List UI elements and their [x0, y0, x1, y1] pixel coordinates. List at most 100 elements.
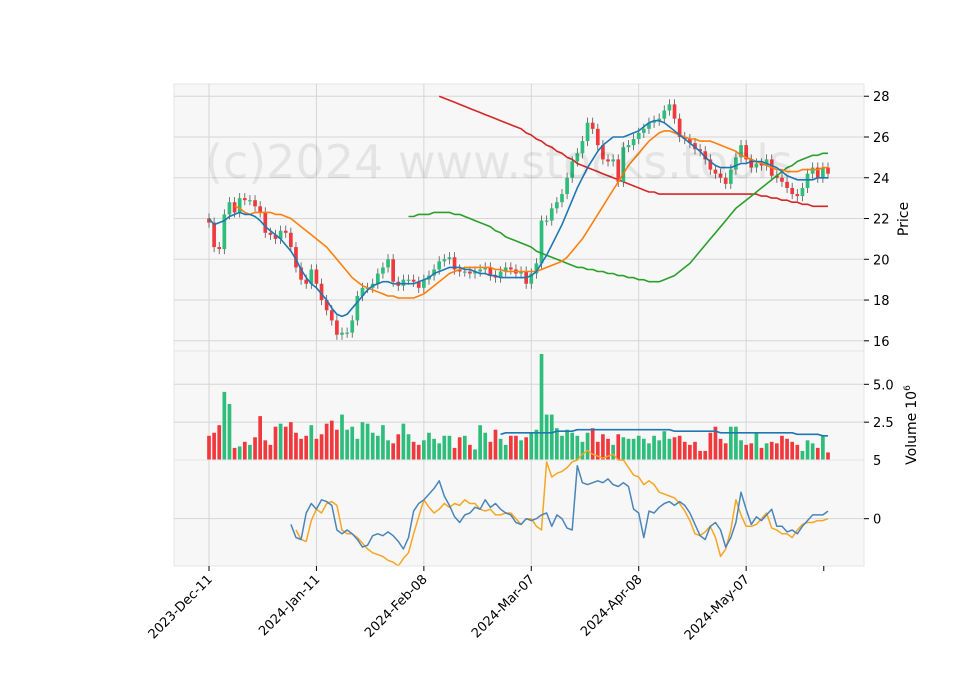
volume-bar-103	[734, 426, 738, 460]
candle-body-95	[693, 143, 697, 150]
candle-body-76	[595, 128, 600, 146]
candle-body-20	[309, 269, 314, 284]
candle-body-74	[585, 122, 590, 142]
volume-bar-44	[432, 438, 436, 460]
candle-body-106	[749, 159, 754, 168]
volume-bar-58	[503, 444, 508, 460]
candle-body-56	[493, 275, 498, 278]
volume-bar-98	[708, 432, 713, 460]
volume-bar-94	[688, 444, 692, 460]
candle-body-64	[534, 263, 539, 274]
candle-body-0	[207, 218, 211, 223]
volume-bar-95	[693, 441, 697, 460]
candle-body-21	[314, 269, 319, 284]
volume-panel-bg	[173, 350, 865, 461]
ma-long-line	[408, 152, 828, 283]
volume-bar-114	[790, 441, 795, 460]
candle-body-12	[268, 232, 273, 235]
candle-body-79	[611, 159, 615, 162]
volume-bar-15	[283, 426, 288, 460]
candle-body-3	[222, 214, 227, 250]
volume-bar-54	[483, 432, 488, 460]
volume-bar-9	[253, 437, 257, 460]
candle-body-41	[416, 281, 421, 288]
volume-bar-120	[821, 435, 825, 460]
candle-body-2	[217, 247, 222, 250]
candle-body-1	[212, 222, 216, 248]
volume-bar-99	[713, 426, 718, 460]
candle-body-119	[815, 167, 820, 178]
volume-bar-8	[248, 444, 252, 460]
candle-body-100	[718, 173, 723, 178]
candle-body-90	[667, 104, 672, 111]
candle-body-5	[232, 202, 237, 213]
volume-bar-7	[242, 441, 247, 460]
volume-bar-6	[237, 446, 242, 460]
volume-bar-59	[508, 435, 513, 460]
candle-body-59	[508, 267, 513, 270]
volume-bar-96	[698, 450, 702, 460]
candle-body-18	[299, 267, 303, 280]
candle-body-92	[677, 118, 682, 137]
candle-body-73	[580, 141, 585, 154]
candle-body-49	[457, 269, 462, 272]
candle-body-78	[606, 159, 610, 162]
volume-bar-41	[416, 444, 421, 460]
candle-body-91	[672, 104, 677, 119]
volume-bar-28	[350, 426, 355, 460]
volume-bar-13	[273, 426, 278, 460]
volume-bar-11	[263, 440, 268, 460]
volume-bar-60	[514, 435, 518, 460]
macd-top-label: 5	[873, 454, 881, 469]
candle-body-48	[452, 257, 457, 270]
ma-200-line	[438, 95, 828, 208]
volume-bar-83	[631, 438, 636, 460]
candle-body-30	[360, 287, 365, 296]
candle-body-87	[652, 120, 656, 123]
candle-body-65	[539, 220, 544, 264]
volume-bar-39	[406, 434, 411, 460]
volume-bar-31	[365, 423, 370, 460]
candle-body-72	[575, 153, 580, 162]
candle-body-44	[432, 269, 436, 276]
volume-bar-45	[437, 443, 442, 460]
volume-bar-1	[212, 432, 216, 460]
volume-tick-1: 5.0	[873, 378, 894, 393]
candle-body-17	[294, 247, 298, 268]
price-panel: 16 18 20 22 24 26 28	[173, 83, 890, 352]
volume-bar-38	[401, 423, 406, 460]
x-tick-label-2: 2024-Feb-08	[362, 572, 431, 641]
volume-bar-36	[391, 443, 396, 460]
volume-bar-16	[289, 422, 293, 460]
candle-body-69	[560, 194, 564, 203]
volume-bar-118	[810, 443, 815, 460]
candle-body-26	[340, 332, 344, 335]
candle-body-38	[401, 279, 406, 286]
volume-bar-119	[815, 447, 820, 460]
candle-body-55	[488, 267, 493, 276]
volume-bar-76	[595, 441, 600, 460]
volume-bar-108	[759, 447, 764, 460]
candle-body-107	[754, 163, 759, 168]
price-axis-label: Price	[896, 202, 912, 236]
price-tick-26: 26	[873, 131, 890, 146]
candle-body-88	[657, 118, 662, 121]
candle-body-105	[744, 145, 748, 160]
candle-body-45	[437, 261, 442, 270]
candle-body-52	[473, 271, 477, 274]
candle-body-71	[570, 161, 575, 178]
volume-panel: 2.5 5.0	[173, 350, 894, 461]
candle-body-40	[411, 279, 416, 282]
candle-body-27	[345, 332, 349, 334]
volume-bar-35	[386, 440, 390, 460]
candle-body-42	[422, 279, 426, 288]
volume-bar-26	[340, 414, 344, 460]
volume-bar-25	[335, 429, 339, 460]
volume-bar-104	[739, 440, 743, 460]
price-tick-22: 22	[873, 213, 890, 228]
volume-bar-86	[647, 443, 651, 460]
volume-bar-101	[723, 443, 728, 460]
candle-body-120	[821, 167, 825, 178]
volume-bar-17	[294, 432, 298, 460]
